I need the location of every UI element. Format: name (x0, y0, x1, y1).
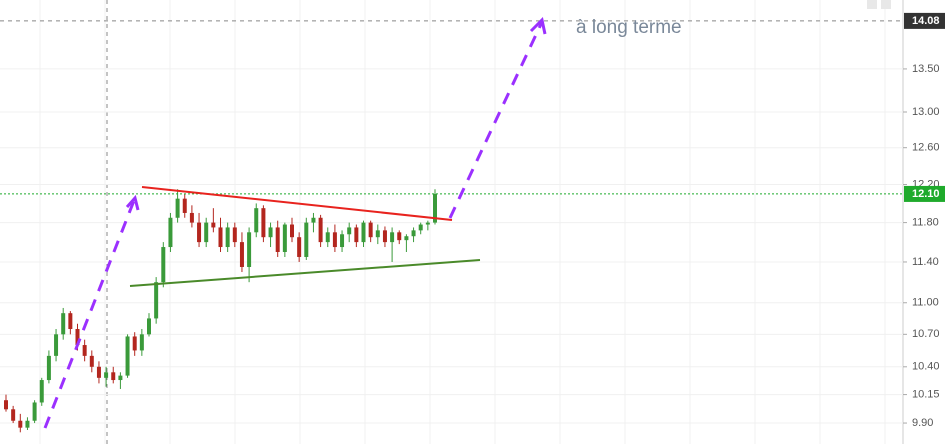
candle-body (168, 217, 173, 248)
candle-body (340, 234, 345, 248)
candle-body (182, 198, 187, 213)
candle-body (75, 328, 80, 346)
candle-body (247, 232, 252, 267)
candle-body (411, 230, 416, 237)
y-tick-label: 13.50 (912, 63, 940, 75)
candle-body (189, 212, 194, 223)
candle-body (204, 222, 209, 243)
crosshair-label: 14.08 (912, 15, 940, 27)
candle-body (132, 336, 137, 351)
crosshair-box (904, 12, 945, 29)
y-tick-label: 11.80 (912, 216, 939, 228)
candle-body (368, 222, 373, 238)
icon (867, 0, 877, 9)
icon (881, 0, 891, 9)
candle-body (382, 230, 387, 243)
resistance-line (141, 186, 453, 221)
candle-body (318, 217, 323, 243)
candle-body (111, 372, 116, 381)
y-tick-label: 13.00 (912, 106, 940, 118)
candle-body (4, 400, 8, 410)
candle-body (404, 236, 409, 241)
y-tick-label: 10.70 (912, 328, 940, 340)
candle-body (46, 355, 51, 381)
candle-body (68, 313, 73, 329)
candle-body (268, 227, 273, 238)
candle-body (361, 222, 366, 243)
vertical-grid (39, 0, 886, 444)
candle-body (11, 409, 16, 421)
candle-body (433, 193, 437, 223)
candle-body (25, 420, 30, 428)
candle-body (332, 232, 337, 248)
candle-body (218, 227, 223, 248)
candle-body (418, 224, 423, 231)
candle-body (290, 224, 294, 238)
candle-body (54, 334, 59, 356)
candle-body (18, 420, 23, 428)
candle-body (147, 318, 151, 335)
y-tick-label: 10.40 (912, 361, 940, 373)
candle-body (261, 208, 266, 238)
candle-body (154, 282, 159, 319)
candle-body (311, 217, 316, 223)
candle-body (39, 380, 44, 403)
candle-body (211, 222, 216, 228)
last-price-box (904, 185, 945, 202)
candle-body (82, 345, 87, 356)
candle-body (390, 232, 395, 243)
toolbar-icons (867, 0, 891, 9)
candle-body (118, 375, 123, 381)
y-tick-label: 9.90 (912, 417, 933, 429)
candle-body (104, 372, 109, 378)
candle-body (197, 222, 202, 243)
y-tick-label: 11.00 (912, 297, 939, 309)
candle-body (61, 313, 66, 335)
plot: 9.9010.1510.4010.7011.0011.4011.8012.201… (0, 12, 945, 433)
candle-body (304, 222, 309, 257)
y-tick-label: 11.40 (912, 256, 939, 268)
candle-body (96, 366, 101, 378)
projection-arrows (43, 16, 547, 429)
candle-body (325, 232, 330, 243)
y-tick-label: 12.60 (912, 142, 940, 154)
candle-body (239, 242, 244, 267)
last-price-label: 12.10 (912, 188, 940, 200)
candle-body (225, 227, 230, 248)
candle-body (397, 232, 402, 241)
candle-body (89, 355, 94, 367)
candle-body (354, 227, 359, 243)
candle-body (275, 227, 280, 252)
candle-body (161, 247, 166, 283)
annotation: à long terme (576, 17, 682, 38)
support-line (129, 259, 481, 287)
candle-body (297, 237, 302, 257)
candle-body (232, 227, 237, 243)
y-tick-label: 10.15 (912, 388, 940, 400)
candle-body (347, 227, 352, 235)
candle-body (32, 402, 37, 421)
arrow-head (529, 16, 547, 35)
candle-body (139, 334, 144, 351)
candle-body (254, 208, 259, 233)
candle-body (282, 224, 287, 252)
candle-body (175, 198, 180, 218)
candle-body (425, 222, 430, 225)
candle-body (375, 230, 380, 238)
arrow-line (448, 21, 544, 219)
arrow-head (125, 194, 140, 211)
candle-body (125, 336, 130, 376)
